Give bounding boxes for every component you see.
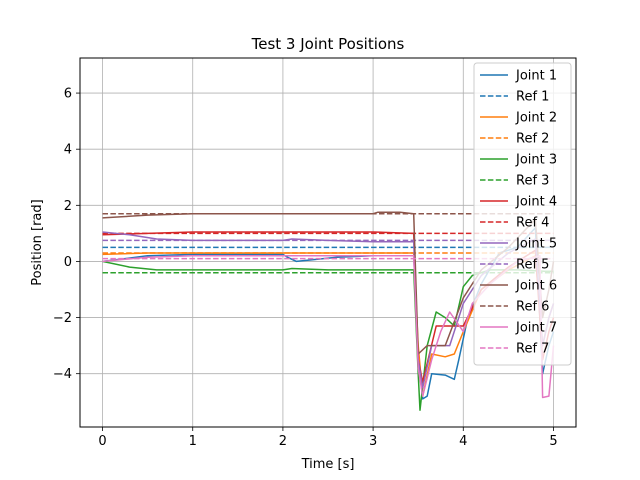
legend-label-ref-6: Ref 6 [516,300,549,315]
legend-label-joint-2: Joint 2 [515,111,557,126]
x-tick-label: 0 [98,434,106,449]
legend-label-ref-2: Ref 2 [516,132,549,147]
legend-label-ref-3: Ref 3 [516,174,549,189]
legend-label-joint-5: Joint 5 [515,237,557,252]
legend-label-ref-1: Ref 1 [516,90,549,105]
axes-frame [79,57,577,428]
x-tick-label: 5 [549,434,557,449]
y-tick-label: −2 [53,311,72,326]
legend-label-joint-1: Joint 1 [515,69,557,84]
x-tick-label: 1 [189,434,197,449]
legend-label-joint-3: Joint 3 [515,153,557,168]
legend-label-joint-7: Joint 7 [515,321,557,336]
axis-ticks: 0 1 2 3 4 5 −4 −2 0 2 4 6 [53,87,558,449]
legend-label-ref-7: Ref 7 [516,342,549,357]
legend-label-joint-6: Joint 6 [515,279,557,294]
chart-title: Test 3 Joint Positions [251,35,405,53]
y-axis-label: Position [rad] [30,199,45,285]
y-tick-label: 6 [64,87,72,102]
legend: Joint 1 Ref 1 Joint 2 Ref 2 Joint 3 Ref 3 Join… [473,62,572,366]
legend-label-joint-4: Joint 4 [515,195,557,210]
y-tick-label: 4 [64,143,72,158]
y-tick-label: 0 [64,255,72,270]
x-axis-label: Time [s] [301,457,355,472]
x-tick-label: 4 [459,434,467,449]
y-tick-label: 2 [64,199,72,214]
y-tick-label: −4 [53,367,72,382]
x-tick-label: 3 [369,434,377,449]
legend-label-ref-4: Ref 4 [516,216,549,231]
legend-label-ref-5: Ref 5 [516,258,549,273]
x-tick-label: 2 [279,434,287,449]
